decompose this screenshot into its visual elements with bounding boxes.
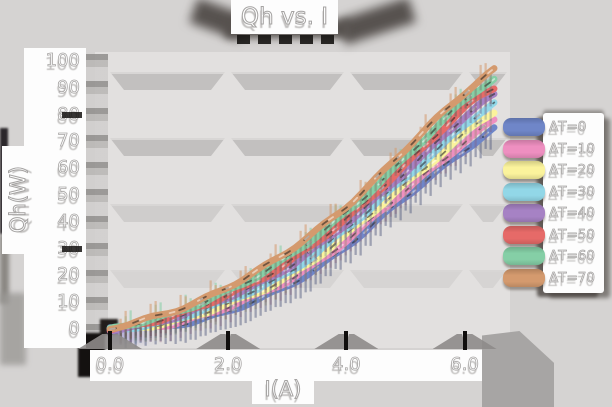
y-axis-tick-shadows xyxy=(86,54,108,336)
x-tick-label: 0.0 xyxy=(95,354,125,376)
curve-ΔT=20 xyxy=(109,111,496,330)
x-tick-label: 2.0 xyxy=(213,354,243,376)
x-tick-mark xyxy=(344,331,349,350)
bottom-left-gray-shadow xyxy=(0,293,26,365)
y-tick-mark xyxy=(62,111,82,118)
gridline-band xyxy=(350,270,463,288)
y-tick-mark xyxy=(62,245,82,252)
legend-label: ΔT=20 xyxy=(549,162,596,179)
curve-ΔT=70 xyxy=(109,67,496,331)
x-tick-label: 4.0 xyxy=(332,354,361,376)
curve-shadow-ΔT=20 xyxy=(119,118,492,342)
curve-ΔT=70 xyxy=(109,67,496,331)
gridline-band xyxy=(350,72,463,90)
y-tick-label: 70 xyxy=(57,130,81,152)
legend-swatch xyxy=(503,161,545,179)
curve-ΔT=0 xyxy=(109,126,496,330)
legend-label: ΔT=10 xyxy=(549,140,596,157)
legend-swatch xyxy=(503,182,545,201)
curve-shadow-ΔT=70 xyxy=(119,63,492,343)
x-tick-label: 6.0 xyxy=(450,354,479,376)
legend-box xyxy=(543,113,604,293)
legend-label: ΔT=30 xyxy=(549,183,596,200)
curve-shadow-ΔT=40 xyxy=(119,99,492,346)
gridline-band xyxy=(110,204,225,222)
legend-swatch xyxy=(503,225,545,244)
legend-swatch xyxy=(503,247,545,265)
y-tick-label: 40 xyxy=(57,210,81,232)
x-axis-label: I(A) xyxy=(252,374,314,404)
curve-ΔT=30 xyxy=(109,101,496,331)
legend-label: ΔT=60 xyxy=(549,248,596,265)
curve-ΔT=70 xyxy=(106,65,498,333)
title-underline-marks xyxy=(237,35,339,44)
y-tick-label: 50 xyxy=(57,184,81,205)
x-tick-mark xyxy=(108,331,112,350)
plot-area xyxy=(95,52,510,348)
curve-shadow-ΔT=60 xyxy=(119,70,492,342)
legend-swatch xyxy=(503,268,545,287)
y-tick-label: 100 xyxy=(45,50,80,71)
curve-shadow-ΔT=50 xyxy=(119,94,492,341)
legend-label: ΔT=0 xyxy=(549,119,587,136)
x-tick-mark xyxy=(462,331,467,350)
y-tick-label: 20 xyxy=(57,264,81,286)
gridline-band xyxy=(110,138,225,156)
gridline-band xyxy=(231,204,344,222)
y-tick-label: 90 xyxy=(57,76,81,98)
legend-swatch xyxy=(503,204,545,222)
chart-title: Qh vs. I xyxy=(231,0,338,34)
y-tick-label: 60 xyxy=(57,157,81,179)
legend-label: ΔT=70 xyxy=(549,269,596,286)
legend-swatch xyxy=(503,139,545,158)
curve-shadow-ΔT=0 xyxy=(119,133,492,348)
curve-shadow-ΔT=30 xyxy=(119,108,492,345)
y-tick-label: 10 xyxy=(57,291,81,313)
legend-swatch xyxy=(503,118,545,136)
ylabel-shadow-strip2 xyxy=(0,234,9,304)
gridline-band xyxy=(231,72,344,90)
gridline-band xyxy=(110,72,225,90)
legend-label: ΔT=50 xyxy=(549,226,596,243)
y-tick-label: 0 xyxy=(68,318,80,339)
y-tick-label-strip xyxy=(24,48,86,348)
curve-shadow-ΔT=10 xyxy=(119,125,492,344)
x-tick-mark xyxy=(226,331,231,350)
y-axis-label: Qh(W) xyxy=(2,146,34,254)
curve-ΔT=40 xyxy=(109,93,496,332)
gridline-band xyxy=(110,270,225,288)
legend-label: ΔT=40 xyxy=(549,205,596,222)
gridline-band xyxy=(231,138,344,156)
